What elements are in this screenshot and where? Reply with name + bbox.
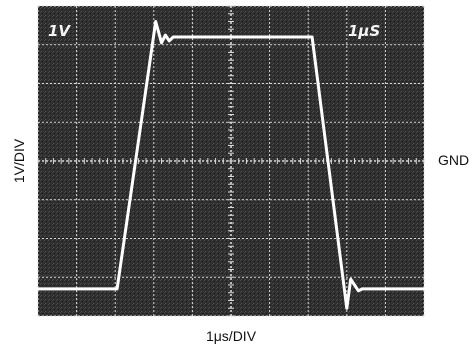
gnd-label: GND (438, 152, 469, 168)
volts-per-div-screen-label: 1V (48, 22, 71, 40)
time-per-div-screen-label: 1μS (348, 22, 380, 40)
graticule-ticks (37, 5, 425, 317)
y-axis-label: 1V/DIV (11, 138, 27, 183)
x-axis-label: 1μs/DIV (206, 328, 257, 344)
waveform-trace (36, 20, 426, 310)
